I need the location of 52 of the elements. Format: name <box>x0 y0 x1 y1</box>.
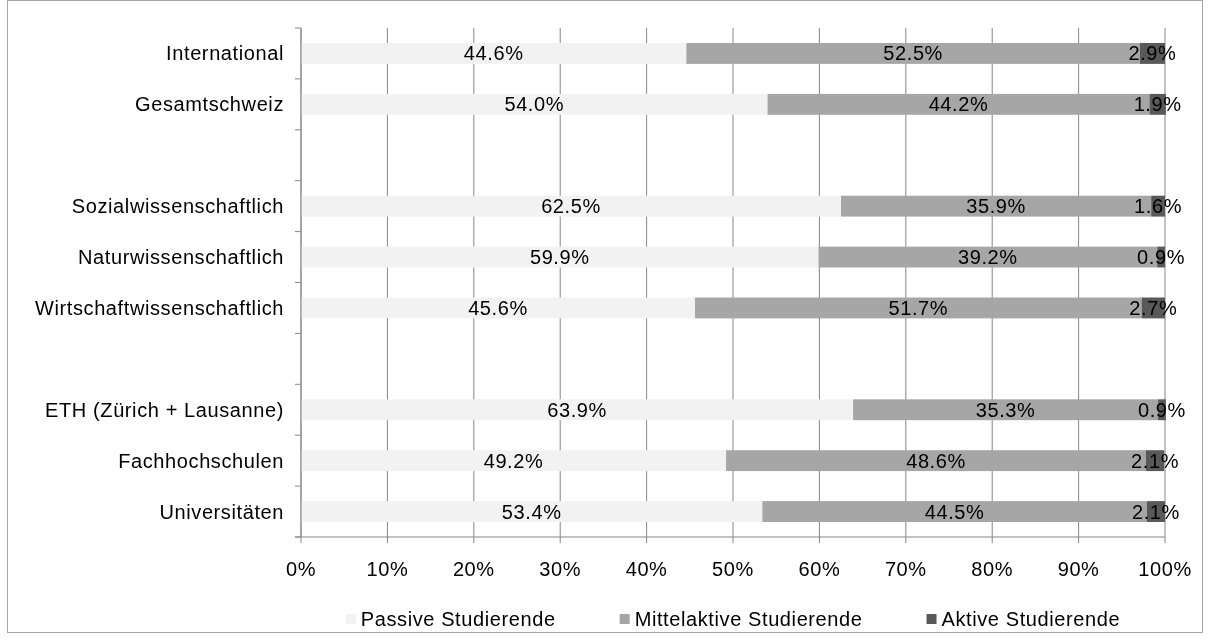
data-label: 1.6% <box>1134 195 1183 218</box>
y-tick-label: Gesamtschweiz <box>135 93 284 116</box>
x-tick-label: 50% <box>712 558 754 580</box>
bar <box>301 93 768 115</box>
data-label: 49.2% <box>483 449 544 472</box>
bar <box>301 195 841 217</box>
bar <box>301 501 763 522</box>
x-tick-label: 70% <box>884 558 927 580</box>
data-label: 59.9% <box>529 246 590 269</box>
x-tick-label: 30% <box>539 558 582 580</box>
data-label: 51.7% <box>888 296 949 319</box>
data-label: 52.5% <box>883 42 943 65</box>
y-tick-label: Fachhochschulen <box>118 449 284 472</box>
data-label: 35.3% <box>975 398 1036 421</box>
data-label: 0.9% <box>1137 398 1186 421</box>
y-tick-label: Universitäten <box>159 500 284 523</box>
data-label: 62.5% <box>541 195 601 218</box>
data-label: 53.4% <box>501 500 562 523</box>
bar <box>301 450 727 472</box>
data-label: 48.6% <box>906 449 966 472</box>
legend-label: Passive Studierende <box>360 608 556 630</box>
data-label: 45.6% <box>468 296 528 319</box>
x-tick-label: 100% <box>1138 558 1192 580</box>
y-tick-label: ETH (Zürich + Lausanne) <box>45 398 284 421</box>
x-tick-label: 20% <box>452 558 495 580</box>
data-label: 0.9% <box>1137 246 1186 269</box>
bar <box>301 246 819 268</box>
data-label: 2.1% <box>1131 449 1180 472</box>
data-label: 54.0% <box>504 93 565 116</box>
bar <box>301 399 854 421</box>
x-tick-label: 80% <box>971 558 1014 580</box>
y-tick-label: Sozialwissenschaftlich <box>71 195 284 218</box>
x-tick-label: 90% <box>1057 558 1100 580</box>
data-label: 44.2% <box>928 93 989 116</box>
x-tick-label: 60% <box>798 558 841 580</box>
x-tick-label: 0% <box>285 558 317 580</box>
y-tick-label: Naturwissenschaftlich <box>77 246 284 269</box>
x-tick-label: 10% <box>366 558 409 580</box>
bar <box>301 43 687 64</box>
bar <box>301 297 695 319</box>
data-label: 2.1% <box>1131 500 1180 523</box>
x-tick-label: 40% <box>625 558 668 580</box>
data-label: 35.9% <box>966 195 1026 218</box>
data-label: 39.2% <box>958 246 1018 269</box>
legend-label: Aktive Studierende <box>941 608 1121 630</box>
data-label: 63.9% <box>547 398 607 421</box>
y-tick-label: Wirtschaftwissenschaftlich <box>35 296 284 319</box>
legend-label: Mittelaktive Studierende <box>634 608 863 630</box>
data-label: 44.6% <box>463 42 524 65</box>
y-tick-label: International <box>166 42 284 65</box>
data-label: 44.5% <box>924 500 985 523</box>
data-label: 1.9% <box>1133 93 1182 116</box>
